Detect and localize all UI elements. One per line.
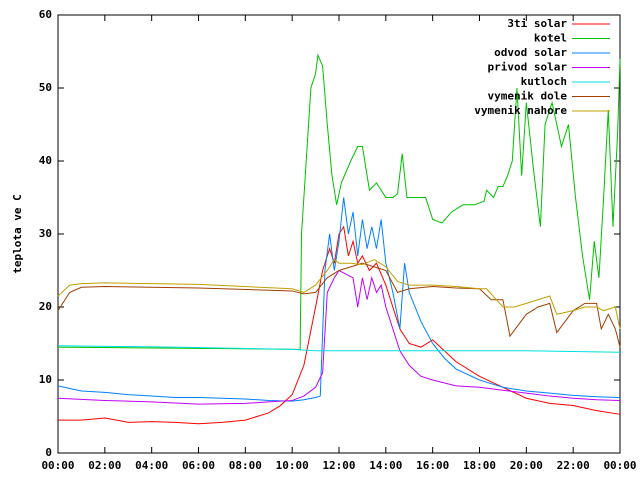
legend-label: vymenik dole [488,90,568,103]
series-line [57,262,621,348]
legend-label: privod solar [488,61,568,74]
x-tick-label: 20:00 [510,459,543,472]
legend-label: 3ti solar [507,17,567,30]
x-tick-label: 02:00 [88,459,121,472]
y-tick-label: 30 [39,227,52,240]
x-tick-label: 18:00 [463,459,496,472]
x-tick-label: 06:00 [182,459,215,472]
y-tick-label: 10 [39,373,52,386]
legend-label: odvod solar [494,46,567,59]
x-tick-label: 16:00 [416,459,449,472]
x-tick-label: 00:00 [603,459,636,472]
series-line [57,269,621,405]
series-line [57,197,621,402]
legend-label: kutloch [521,75,567,88]
y-tick-label: 60 [39,8,52,21]
x-tick-label: 10:00 [276,459,309,472]
x-tick-label: 04:00 [135,459,168,472]
x-tick-label: 00:00 [41,459,74,472]
x-tick-label: 12:00 [322,459,355,472]
y-tick-label: 0 [45,446,52,459]
legend-label: vymenik nahore [474,104,567,117]
y-tick-label: 40 [39,154,52,167]
legend-label: kotel [534,32,567,45]
x-tick-label: 22:00 [557,459,590,472]
series-line [58,225,621,425]
y-tick-label: 20 [39,300,52,313]
series-line [57,53,621,350]
series-line [57,345,621,353]
x-tick-label: 08:00 [229,459,262,472]
series-line [57,258,621,330]
y-axis-label: teplota ve C [11,194,24,273]
y-tick-label: 50 [39,81,52,94]
x-tick-label: 14:00 [369,459,402,472]
